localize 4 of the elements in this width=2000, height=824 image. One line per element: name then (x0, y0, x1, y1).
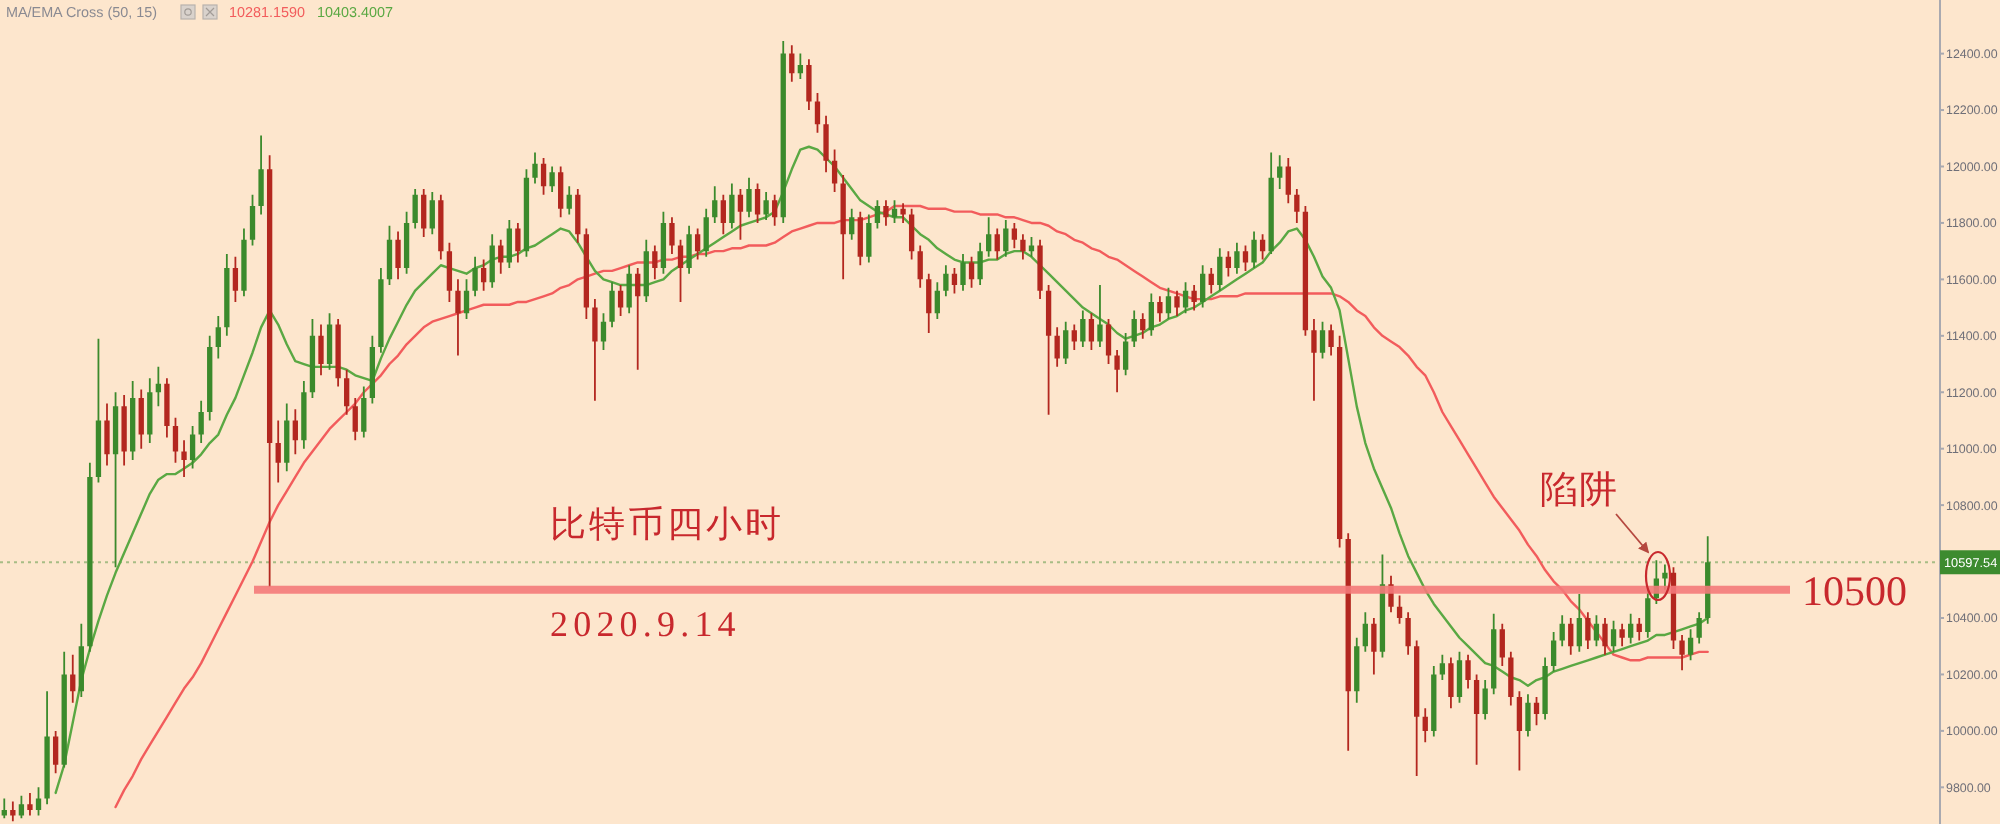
annotation: 比特币四小时 (550, 504, 784, 544)
annotation: 陷阱 (1540, 470, 1618, 512)
annotation: 2020.9.14 (550, 604, 741, 644)
annotation: 10500 (1802, 566, 1907, 615)
